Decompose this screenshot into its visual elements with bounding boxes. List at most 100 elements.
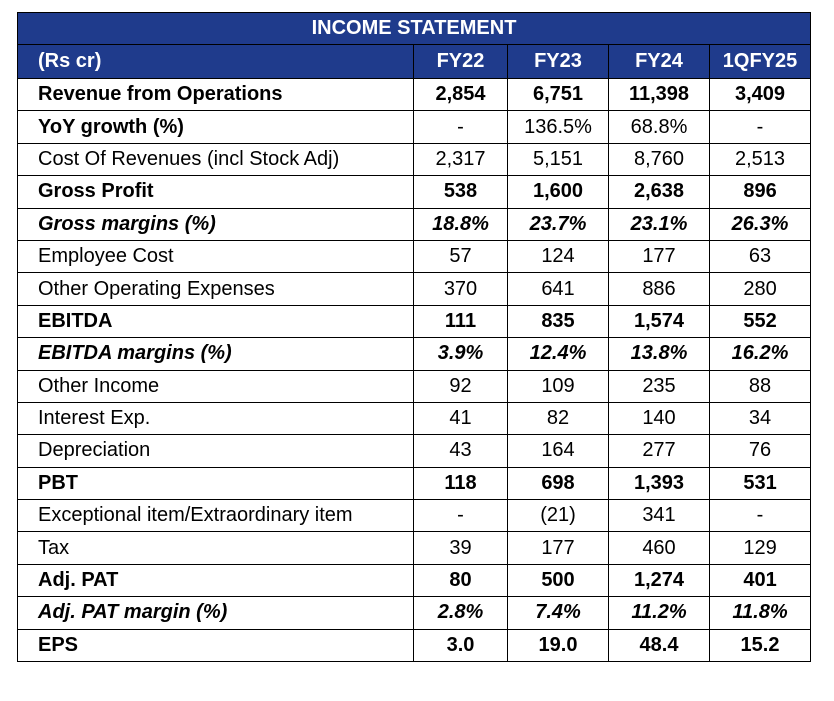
table-row: Employee Cost 57 124 177 63 [17, 239, 812, 274]
row-label: EPS [17, 628, 414, 663]
row-value: 41 [413, 401, 508, 436]
row-value: 16.2% [708, 337, 812, 371]
table-row: Tax 39 177 460 129 [17, 531, 812, 565]
row-value: 57 [413, 239, 508, 274]
table-row: Cost Of Revenues (incl Stock Adj) 2,317 5,… [17, 142, 812, 177]
row-value: - [413, 110, 508, 144]
row-label: Tax [17, 531, 414, 565]
row-value: 63 [708, 239, 812, 274]
col-header-1qfy25: 1QFY25 [708, 44, 812, 79]
row-value: 401 [708, 563, 812, 598]
row-value: 23.1% [608, 207, 710, 241]
row-value: 76 [708, 434, 812, 468]
row-value: 19.0 [507, 628, 609, 663]
row-value: 18.8% [413, 207, 508, 241]
row-value: 2,854 [413, 77, 508, 112]
row-value: 43 [413, 434, 508, 468]
row-value: 111 [413, 304, 508, 339]
row-value: 177 [608, 239, 710, 274]
row-value: 8,760 [608, 142, 710, 177]
row-value: 118 [413, 466, 508, 501]
row-label: Adj. PAT margin (%) [17, 596, 414, 630]
row-value: 2,513 [708, 142, 812, 177]
row-value: 886 [608, 272, 710, 306]
row-value: 124 [507, 239, 609, 274]
table-row: Exceptional item/Extraordinary item - (21)… [17, 499, 812, 533]
row-value: 12.4% [507, 337, 609, 371]
row-label: Other Operating Expenses [17, 272, 414, 306]
row-value: 5,151 [507, 142, 609, 177]
row-value: 26.3% [708, 207, 812, 241]
row-value: 80 [413, 563, 508, 598]
row-value: 164 [507, 434, 609, 468]
row-value: 3.0 [413, 628, 508, 663]
row-label: Revenue from Operations [17, 77, 414, 112]
table-row: Other Income 92 109 235 88 [17, 369, 812, 403]
row-value: 92 [413, 369, 508, 403]
col-header-fy23: FY23 [507, 44, 609, 79]
row-value: 129 [708, 531, 812, 565]
row-value: 698 [507, 466, 609, 501]
row-value: 460 [608, 531, 710, 565]
row-value: 177 [507, 531, 609, 565]
row-value: 109 [507, 369, 609, 403]
row-value: 1,393 [608, 466, 710, 501]
row-value: 2,638 [608, 175, 710, 209]
row-value: 7.4% [507, 596, 609, 630]
col-header-fy24: FY24 [608, 44, 710, 79]
row-label: PBT [17, 466, 414, 501]
row-value: 277 [608, 434, 710, 468]
row-value: 896 [708, 175, 812, 209]
row-value: 23.7% [507, 207, 609, 241]
row-value: 140 [608, 401, 710, 436]
row-value: 39 [413, 531, 508, 565]
table-row: EBITDA 111 835 1,574 552 [17, 304, 812, 339]
row-label: YoY growth (%) [17, 110, 414, 144]
row-value: 341 [608, 499, 710, 533]
row-value: 531 [708, 466, 812, 501]
row-value: 1,274 [608, 563, 710, 598]
row-value: 370 [413, 272, 508, 306]
table-title: INCOME STATEMENT [16, 12, 812, 45]
row-label: EBITDA margins (%) [17, 337, 414, 371]
income-statement: INCOME STATEMENT (Rs cr) FY22 FY23 FY24 … [16, 12, 812, 663]
row-value: 34 [708, 401, 812, 436]
table-row: Adj. PAT margin (%) 2.8% 7.4% 11.2% 11.8% [17, 596, 812, 630]
row-value: 835 [507, 304, 609, 339]
row-label: Gross Profit [17, 175, 414, 209]
row-value: - [708, 110, 812, 144]
table-row: Other Operating Expenses 370 641 886 280 [17, 272, 812, 306]
row-label: Interest Exp. [17, 401, 414, 436]
col-header-fy22: FY22 [413, 44, 508, 79]
row-value: 552 [708, 304, 812, 339]
row-value: 2.8% [413, 596, 508, 630]
row-value: 500 [507, 563, 609, 598]
row-label: Cost Of Revenues (incl Stock Adj) [17, 142, 414, 177]
row-value: 11,398 [608, 77, 710, 112]
table-row: Gross margins (%) 18.8% 23.7% 23.1% 26.3% [17, 207, 812, 241]
income-statement-table: INCOME STATEMENT (Rs cr) FY22 FY23 FY24 … [16, 12, 812, 663]
row-value: (21) [507, 499, 609, 533]
table-body: Revenue from Operations 2,854 6,751 11,398 3… [17, 77, 812, 663]
row-label: Adj. PAT [17, 563, 414, 598]
row-value: 11.8% [708, 596, 812, 630]
row-label: Employee Cost [17, 239, 414, 274]
row-label: Exceptional item/Extraordinary item [17, 499, 414, 533]
row-value: 280 [708, 272, 812, 306]
row-value: - [413, 499, 508, 533]
row-value: 136.5% [507, 110, 609, 144]
table-row: PBT 118 698 1,393 531 [17, 466, 812, 501]
row-value: 68.8% [608, 110, 710, 144]
header-row: (Rs cr) FY22 FY23 FY24 1QFY25 [17, 44, 812, 79]
row-value: 1,600 [507, 175, 609, 209]
row-value: 88 [708, 369, 812, 403]
row-value: 1,574 [608, 304, 710, 339]
row-value: 3,409 [708, 77, 812, 112]
row-value: 235 [608, 369, 710, 403]
row-label: Other Income [17, 369, 414, 403]
row-value: 641 [507, 272, 609, 306]
row-value: 6,751 [507, 77, 609, 112]
row-label: Gross margins (%) [17, 207, 414, 241]
row-label: EBITDA [17, 304, 414, 339]
row-value: 11.2% [608, 596, 710, 630]
